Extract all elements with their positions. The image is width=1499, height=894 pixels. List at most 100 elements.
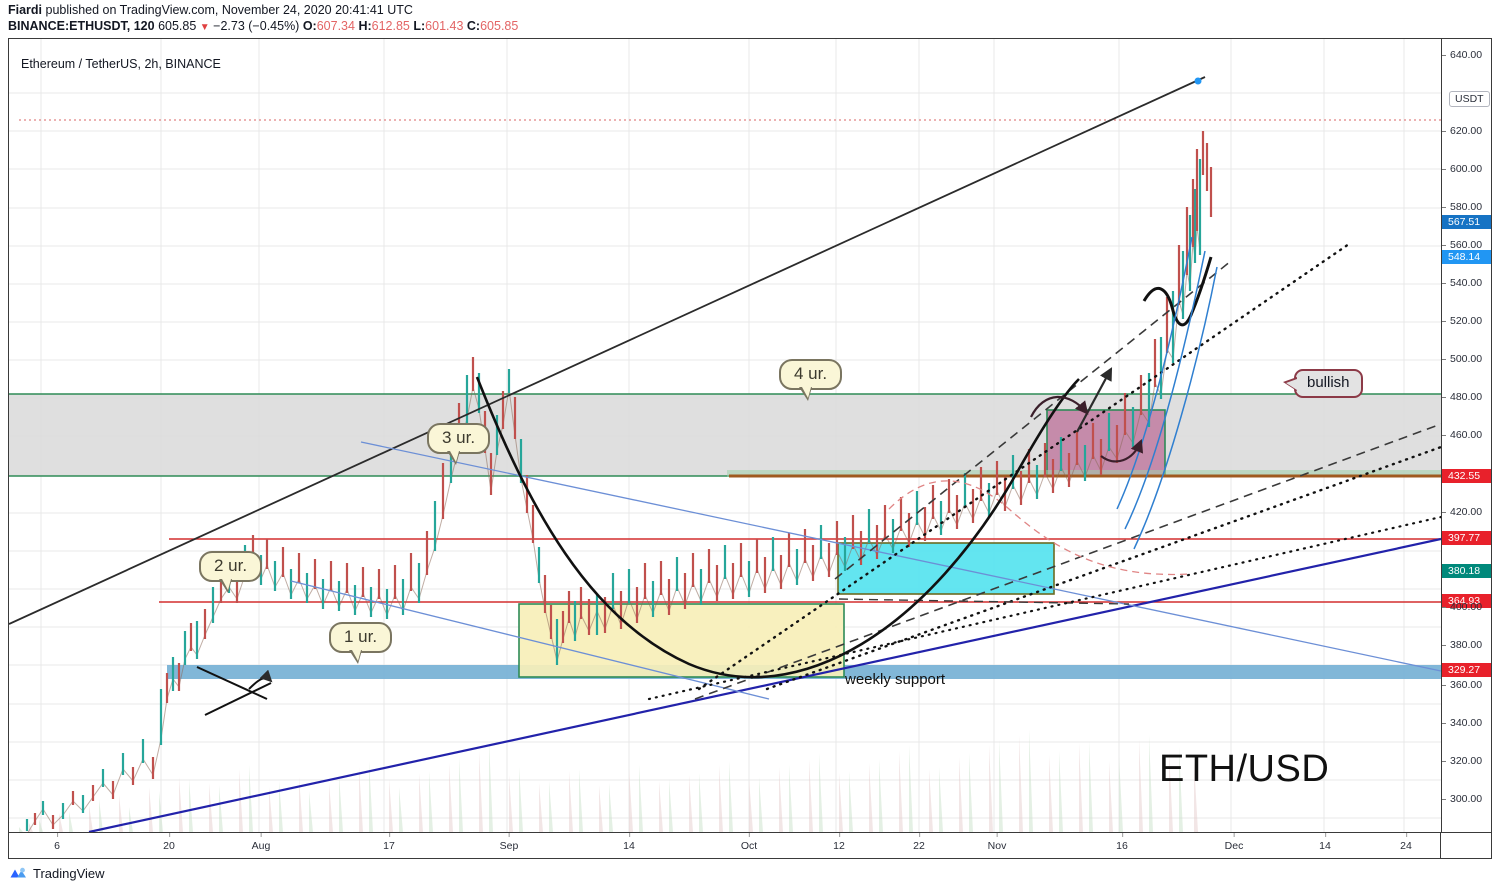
zone-purple-breakout-box [1046,409,1166,477]
time-tick: 16 [1116,833,1128,852]
watermark-pair: ETH/USD [1159,748,1330,790]
price-axis[interactable]: 640.00 USDT 620.00 600.00 580.00 567.51 … [1441,39,1491,832]
time-tick: Dec [1224,833,1244,852]
time-tick: 6 [54,833,60,852]
volume-histogram [19,729,1198,832]
price-label-397[interactable]: 397.77 [1442,531,1491,545]
publish-line: Fiardi published on TradingView.com, Nov… [8,2,1499,18]
last-price: 605.85 [158,19,197,33]
low-value: 601.43 [425,19,464,33]
interval-label[interactable]: 120 [133,19,155,33]
time-tick: Oct [740,833,758,852]
author-name: Fiardi [8,3,43,17]
price-tick: 460.00 [1442,429,1491,441]
chart-frame[interactable]: Ethereum / TetherUS, 2h, BINANCE 1 ur. 2… [8,38,1492,833]
price-tick: 520.00 [1442,315,1491,327]
dashed-upper [834,260,1232,580]
price-tick: 340.00 [1442,717,1491,729]
close-label: C: [466,19,481,33]
blue-fan-lines [1116,236,1218,550]
tradingview-brand-label: TradingView [33,866,105,881]
symbol-label[interactable]: BINANCE:ETHUSDT, [8,19,131,33]
price-tick: 400.00 [1442,601,1491,613]
callout-label: 3 ur. [442,428,476,447]
price-tick: 600.00 [1442,163,1491,175]
chart-header: Fiardi published on TradingView.com, Nov… [0,0,1499,38]
callout-label: 2 ur. [214,556,248,575]
dotted-lower [765,445,1441,691]
label-weekly-support: weekly support [845,671,946,688]
price-tick: 560.00 [1442,239,1491,251]
time-tick: 22 [913,833,925,852]
callout-tail-icon [799,387,812,401]
time-axis[interactable]: 6 20 Aug 17 Sep 14 Oct 12 22 Nov 16 Dec … [8,833,1492,859]
price-tick: 620.00 [1442,125,1491,137]
zone-cyan-range-box [837,542,1055,595]
price-change: −2.73 (−0.45%) [213,19,300,33]
open-label: O: [302,19,317,33]
callout-label: 1 ur. [344,627,378,646]
trendline-blue-long-support [88,537,1441,832]
footer-branding[interactable]: TradingView [9,864,105,883]
high-value: 612.85 [371,19,410,33]
time-tick: 20 [163,833,175,852]
callout-3-ur[interactable]: 3 ur. [427,423,491,465]
chart-title: Ethereum / TetherUS, 2h, BINANCE [21,57,221,71]
currency-badge: USDT [1449,91,1490,107]
callout-label: 4 ur. [794,364,828,383]
callout-bullish[interactable]: bullish [1283,369,1363,398]
trendline-red-dashed-projection [888,480,1190,576]
price-tick: 500.00 [1442,353,1491,365]
time-tick: 17 [383,833,395,852]
callout-4-ur[interactable]: 4 ur. [779,359,843,401]
time-tick: Nov [987,833,1007,852]
curve-projection-squiggle [1142,256,1213,327]
price-label-380[interactable]: 380.18 [1442,564,1491,578]
arrow-up-breakout [1076,367,1113,433]
wedge-pattern-early [196,666,273,716]
price-tick: 640.00 [1442,49,1491,61]
trendline-blue-descending-channel [290,441,1441,700]
time-tick: 24 [1400,833,1412,852]
price-tick: 580.00 [1442,201,1491,213]
callout-tail-icon [219,579,232,593]
price-tick: 300.00 [1442,793,1491,805]
trendline-major-ascending-black [9,76,1206,625]
callout-1-ur[interactable]: 1 ur. [329,622,393,664]
high-label: H: [358,19,372,33]
price-tick: 360.00 [1442,679,1491,691]
zone-grey-resistance-band [9,393,1441,477]
time-tick: Aug [251,833,271,852]
dotted-subchannel-bottom [647,515,1441,701]
low-label: L: [413,19,426,33]
price-tick: 380.00 [1442,639,1491,651]
publish-date: November 24, 2020 20:41:41 UTC [221,3,413,17]
callout-tail-icon [1283,377,1297,391]
blue-channel-upper [360,441,1441,672]
dashed-inner [838,598,1130,605]
price-label-432[interactable]: 432.55 [1442,469,1491,483]
callout-label: bullish [1307,374,1350,391]
symbol-ohlc-line: BINANCE:ETHUSDT, 120 605.85 ▼ −2.73 (−0.… [8,18,1499,36]
price-label-548[interactable]: 548.14 [1442,250,1491,264]
price-label-567[interactable]: 567.51 [1442,215,1491,229]
arrow-curve-into-box [1030,395,1089,418]
price-label-329[interactable]: 329.27 [1442,663,1491,677]
curve-parabolic-black [475,376,1080,679]
chart-plot-area[interactable]: Ethereum / TetherUS, 2h, BINANCE 1 ur. 2… [9,39,1441,832]
callout-tail-icon [447,451,460,465]
time-tick: Sep [499,833,519,852]
publish-prefix: published on TradingView.com, [45,3,219,17]
open-value: 607.34 [316,19,355,33]
time-tick: 14 [623,833,635,852]
time-tick: 12 [833,833,845,852]
time-tick: 14 [1319,833,1331,852]
callout-2-ur[interactable]: 2 ur. [199,551,263,593]
price-tick: 540.00 [1442,277,1491,289]
price-label-364[interactable]: 364.93 [1442,594,1491,608]
price-tick: 480.00 [1442,391,1491,403]
trendline-dotted-channel [697,242,1441,691]
close-value: 605.85 [480,19,519,33]
arrow-curve-up-in-box [1100,438,1144,463]
down-triangle-icon: ▼ [199,22,210,33]
